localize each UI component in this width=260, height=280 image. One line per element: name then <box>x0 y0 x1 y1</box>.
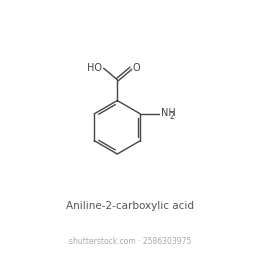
Text: Aniline-2-carboxylic acid: Aniline-2-carboxylic acid <box>66 201 194 211</box>
Text: O: O <box>133 63 141 73</box>
Text: NH: NH <box>160 108 175 118</box>
Text: HO: HO <box>87 63 102 73</box>
Text: shutterstock.com · 2586303975: shutterstock.com · 2586303975 <box>69 237 191 246</box>
Text: 2: 2 <box>169 112 174 121</box>
